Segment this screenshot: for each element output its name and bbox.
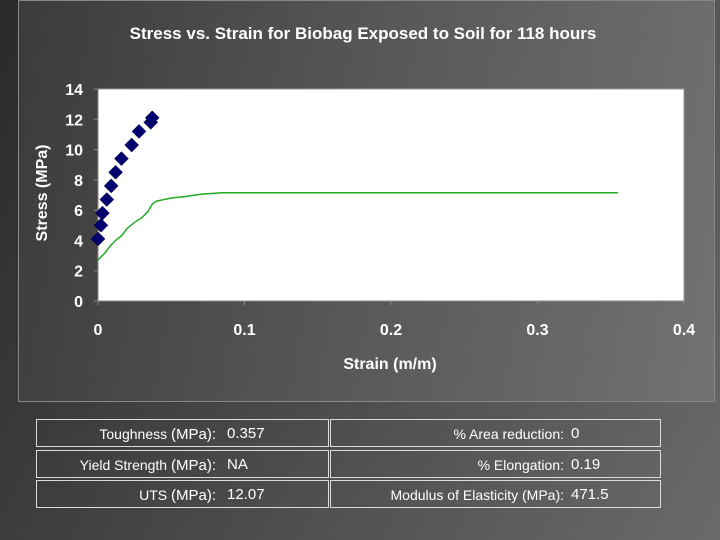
- x-tick-label: 0.4: [673, 322, 695, 339]
- yield-strength-value: NA: [227, 451, 248, 479]
- area-reduction-cell: % Area reduction: 0: [330, 419, 661, 447]
- y-tick-label: 8: [74, 173, 83, 190]
- y-tick-label: 14: [65, 82, 83, 99]
- uts-label-text: UTS: [139, 487, 171, 503]
- toughness-cell: Toughness (MPa): 0.357: [36, 419, 329, 447]
- y-tick-label: 10: [65, 143, 83, 160]
- elongation-cell: % Elongation: 0.19: [330, 450, 661, 478]
- chart-title: Stress vs. Strain for Biobag Exposed to …: [130, 24, 597, 43]
- yield-strength-label-text: Yield Strength: [80, 457, 171, 473]
- modulus-value: 471.5: [571, 481, 609, 509]
- uts-value: 12.07: [227, 481, 265, 509]
- x-tick-label: 0.2: [380, 322, 402, 339]
- uts-cell: UTS (MPa): 12.07: [36, 480, 329, 508]
- uts-label: UTS (MPa):: [139, 481, 216, 510]
- stats-row: Yield Strength (MPa): NA % Elongation: 0…: [36, 450, 661, 480]
- area-reduction-label: % Area reduction:: [453, 420, 564, 448]
- yield-strength-unit: (MPa):: [171, 457, 216, 474]
- uts-unit: (MPa):: [171, 487, 216, 504]
- chart-panel: Stress vs. Strain for Biobag Exposed to …: [18, 0, 715, 402]
- modulus-label: Modulus of Elasticity (MPa):: [391, 481, 565, 509]
- stress-strain-chart: Stress vs. Strain for Biobag Exposed to …: [19, 1, 714, 401]
- y-axis-label: Stress (MPa): [34, 145, 51, 242]
- y-tick-label: 2: [74, 264, 83, 281]
- y-tick-label: 6: [74, 203, 83, 220]
- elongation-value: 0.19: [571, 451, 600, 479]
- yield-strength-cell: Yield Strength (MPa): NA: [36, 450, 329, 478]
- toughness-label: Toughness (MPa):: [99, 420, 216, 449]
- stats-row: Toughness (MPa): 0.357 % Area reduction:…: [36, 419, 661, 449]
- x-axis-label: Strain (m/m): [343, 356, 436, 373]
- toughness-unit: (MPa):: [171, 426, 216, 443]
- stats-table: Toughness (MPa): 0.357 % Area reduction:…: [36, 419, 661, 510]
- y-tick-label: 0: [74, 294, 83, 311]
- stats-row: UTS (MPa): 12.07 Modulus of Elasticity (…: [36, 480, 661, 510]
- modulus-cell: Modulus of Elasticity (MPa): 471.5: [330, 480, 661, 508]
- x-tick-label: 0.1: [233, 322, 255, 339]
- yield-strength-label: Yield Strength (MPa):: [80, 451, 216, 480]
- toughness-value: 0.357: [227, 420, 265, 448]
- y-tick-label: 12: [65, 112, 83, 129]
- x-tick-label: 0.3: [526, 322, 548, 339]
- y-tick-label: 4: [74, 233, 83, 250]
- x-tick-label: 0: [94, 322, 103, 339]
- elongation-label: % Elongation:: [478, 451, 564, 479]
- plot-area: [98, 89, 684, 301]
- area-reduction-value: 0: [571, 420, 579, 448]
- toughness-label-text: Toughness: [99, 426, 171, 442]
